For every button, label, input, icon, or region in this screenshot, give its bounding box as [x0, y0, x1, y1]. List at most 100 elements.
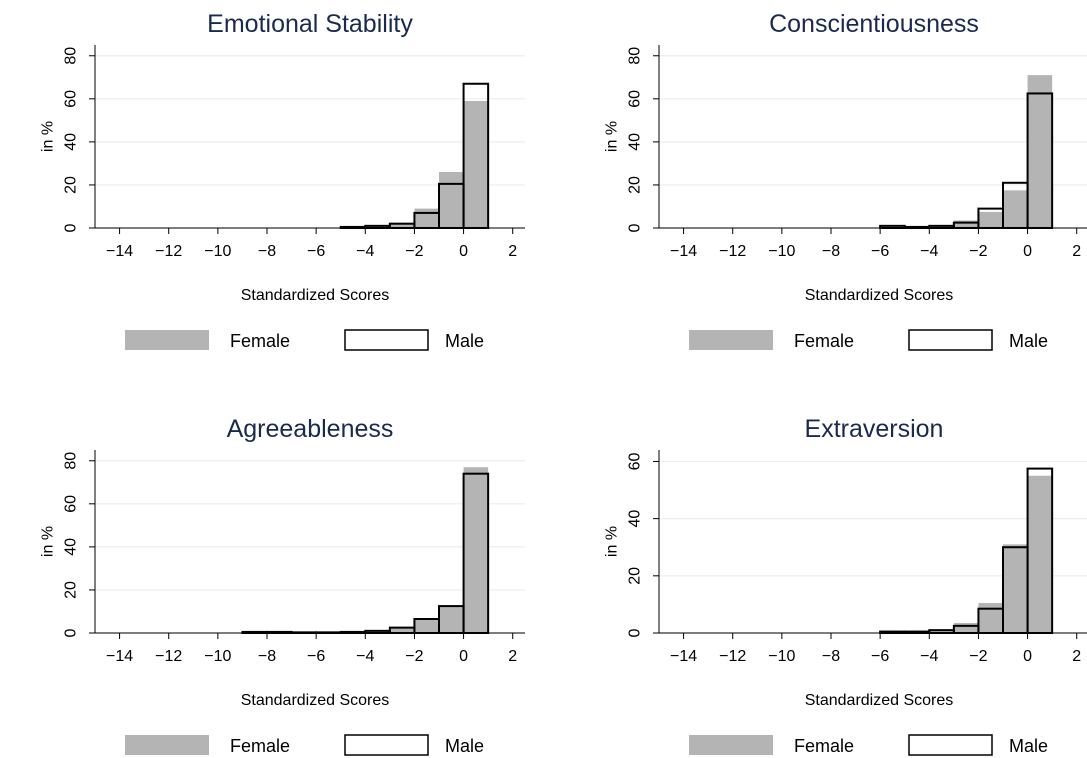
x-tick-label: −12 — [155, 243, 182, 260]
legend-swatch-female — [125, 735, 209, 755]
chart-title: Conscientiousness — [769, 10, 979, 38]
legend-swatch-female — [689, 735, 773, 755]
y-axis-label: in % — [40, 121, 57, 152]
y-tick-label: 60 — [63, 90, 80, 108]
y-tick-label: 20 — [627, 567, 644, 585]
bar-female — [978, 211, 1003, 228]
legend-swatch-female — [125, 330, 209, 350]
y-tick-label: 60 — [627, 452, 644, 470]
x-tick-label: −4 — [920, 648, 938, 665]
legend-label-male: Male — [1009, 736, 1048, 756]
legend-label-female: Female — [230, 331, 290, 351]
y-axis-label: in % — [604, 121, 621, 152]
bar-female — [414, 208, 439, 228]
x-tick-label: −4 — [920, 243, 938, 260]
chart-title: Emotional Stability — [207, 10, 413, 38]
bar-female — [1003, 190, 1028, 228]
bar-female — [439, 172, 464, 228]
y-tick-label: 0 — [63, 223, 80, 232]
y-tick-label: 20 — [63, 581, 80, 599]
y-tick-label: 40 — [63, 133, 80, 151]
x-tick-label: 0 — [1023, 648, 1032, 665]
x-tick-label: 0 — [459, 243, 468, 260]
x-tick-label: −12 — [719, 648, 746, 665]
bar-female — [389, 627, 415, 633]
chart-panel-4: Extraversion 0 20 40 60 −14 −12 −10 −8 −6 −4 −2 0 2 St… — [604, 415, 1087, 756]
y-axis-label: in % — [40, 526, 57, 557]
x-axis-label: Standardized Scores — [241, 287, 390, 304]
x-tick-label: −2 — [405, 243, 423, 260]
x-tick-label: 2 — [1072, 243, 1081, 260]
legend-swatch-male — [908, 734, 993, 756]
y-tick-label: 80 — [63, 47, 80, 65]
chart-panel-2: Conscientiousness 0 20 40 60 80 −14 −12 −10 −8 −6 −… — [604, 10, 1087, 351]
y-tick-label: 20 — [627, 176, 644, 194]
y-tick-label: 40 — [627, 133, 644, 151]
bar-female — [1027, 475, 1053, 633]
legend-label-male: Male — [445, 736, 484, 756]
y-tick-label: 80 — [63, 452, 80, 470]
y-tick-label: 80 — [627, 47, 644, 65]
x-tick-label: −14 — [670, 648, 697, 665]
bar-female — [365, 225, 390, 228]
x-axis-label: Standardized Scores — [805, 287, 954, 304]
x-tick-label: −4 — [356, 648, 374, 665]
x-tick-label: −8 — [258, 648, 276, 665]
y-axis-label: in % — [604, 526, 621, 557]
bar-female — [1003, 544, 1028, 633]
x-tick-label: −8 — [822, 648, 840, 665]
bar-female — [953, 220, 979, 228]
x-tick-label: −6 — [307, 648, 325, 665]
bar-female — [463, 100, 489, 228]
legend-label-female: Female — [794, 331, 854, 351]
legend-label-female: Female — [230, 736, 290, 756]
chart-title: Agreeableness — [227, 415, 394, 443]
legend-label-female: Female — [794, 736, 854, 756]
bar-female — [978, 602, 1003, 633]
x-tick-label: −8 — [822, 243, 840, 260]
y-tick-label: 0 — [627, 628, 644, 637]
y-tick-label: 0 — [627, 223, 644, 232]
bar-female — [953, 622, 979, 633]
x-tick-label: 2 — [1072, 648, 1081, 665]
x-tick-label: −8 — [258, 243, 276, 260]
x-tick-label: −10 — [204, 243, 231, 260]
x-tick-label: 2 — [508, 648, 517, 665]
x-tick-label: −12 — [155, 648, 182, 665]
chart-panel-3: Agreeableness 0 20 40 60 80 −14 −12 −10 −8 −6 −4 −2 0… — [40, 415, 525, 756]
x-tick-label: −10 — [768, 648, 795, 665]
x-tick-label: 2 — [508, 243, 517, 260]
x-tick-label: −12 — [719, 243, 746, 260]
x-tick-label: 0 — [459, 648, 468, 665]
bar-female — [929, 630, 954, 633]
y-tick-label: 60 — [627, 90, 644, 108]
y-tick-label: 40 — [63, 538, 80, 556]
chart-title: Extraversion — [805, 415, 944, 443]
x-tick-label: −14 — [106, 648, 133, 665]
x-tick-label: −14 — [670, 243, 697, 260]
legend-label-male: Male — [445, 331, 484, 351]
legend-swatch-male — [344, 329, 429, 351]
legend-swatch-male — [908, 329, 993, 351]
y-tick-label: 40 — [627, 510, 644, 528]
x-tick-label: −2 — [405, 648, 423, 665]
legend-label-male: Male — [1009, 331, 1048, 351]
bar-female — [1027, 75, 1053, 228]
x-tick-label: −6 — [307, 243, 325, 260]
bar-female — [414, 620, 439, 633]
x-tick-label: −10 — [204, 648, 231, 665]
x-tick-label: −6 — [871, 243, 889, 260]
y-tick-label: 0 — [63, 628, 80, 637]
bar-female — [389, 222, 415, 228]
x-axis-label: Standardized Scores — [805, 692, 954, 709]
x-tick-label: −2 — [969, 243, 987, 260]
x-tick-label: −6 — [871, 648, 889, 665]
x-tick-label: −10 — [768, 243, 795, 260]
bar-female — [463, 467, 489, 633]
y-tick-label: 20 — [63, 176, 80, 194]
legend-swatch-female — [689, 330, 773, 350]
bar-female — [439, 606, 464, 633]
legend-swatch-male — [344, 734, 429, 756]
